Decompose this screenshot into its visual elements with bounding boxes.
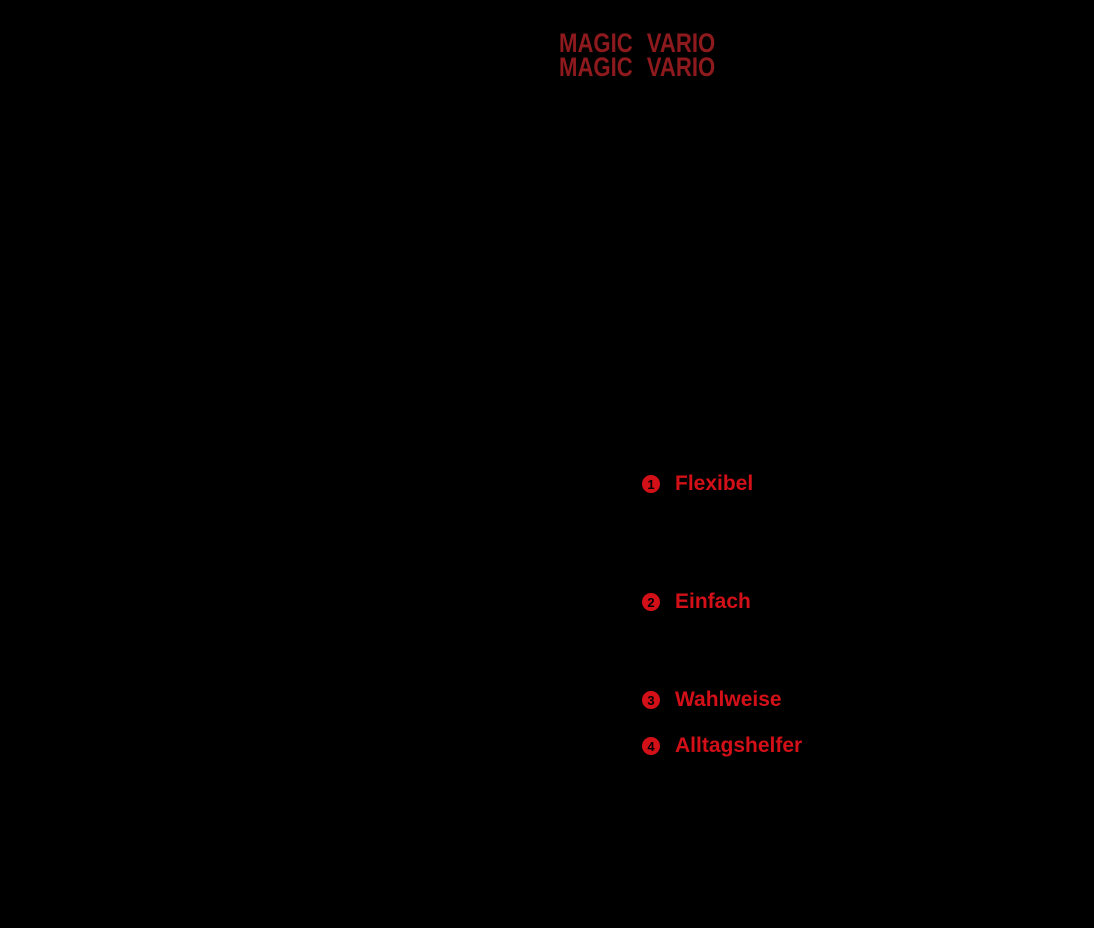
feature-label: Flexibel	[675, 472, 754, 495]
feature-label: Einfach	[675, 590, 751, 613]
logo-word-magic: MAGIC	[559, 52, 633, 82]
logo-word-vario: VARIO	[646, 28, 716, 58]
logo-line-2: MAGIC VARIO	[559, 52, 716, 82]
logo-word-magic: MAGIC	[559, 28, 633, 58]
numbered-circle-3-icon: 3	[642, 691, 660, 709]
feature-item-alltagshelfer: 4 Alltagshelfer	[642, 734, 803, 757]
logo-word-vario: VARIO	[646, 52, 716, 82]
feature-item-einfach: 2 Einfach	[642, 590, 751, 613]
feature-label: Alltagshelfer	[675, 734, 803, 757]
feature-item-wahlweise: 3 Wahlweise	[642, 688, 782, 711]
numbered-circle-1-icon: 1	[642, 475, 660, 493]
numbered-circle-4-icon: 4	[642, 737, 660, 755]
numbered-circle-2-icon: 2	[642, 593, 660, 611]
logo-line-1: MAGIC VARIO	[559, 28, 716, 58]
feature-item-flexibel: 1 Flexibel	[642, 472, 754, 495]
feature-label: Wahlweise	[675, 688, 782, 711]
magic-vario-logo: MAGIC VARIO MAGIC VARIO	[559, 28, 716, 82]
